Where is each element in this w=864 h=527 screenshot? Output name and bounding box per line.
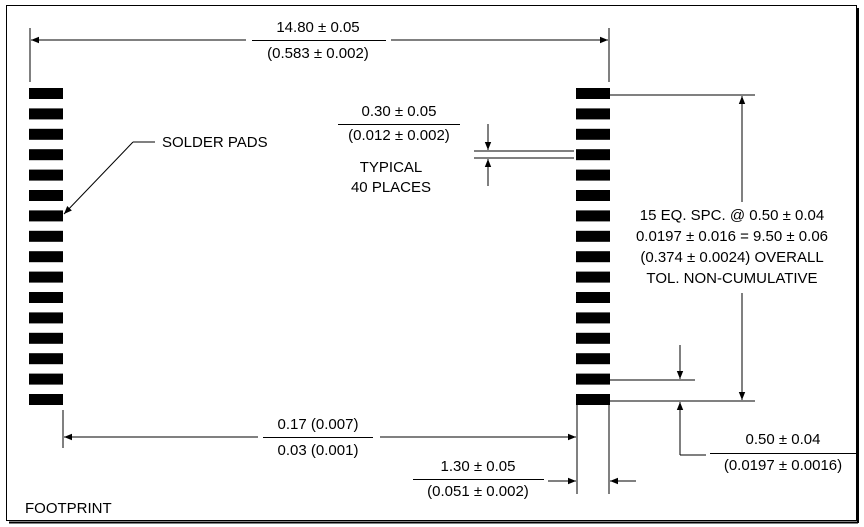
spacing-note-line-2: 0.0197 ± 0.016 = 9.50 ± 0.06	[636, 228, 828, 245]
inner-span-dimension: 0.17 (0.007) 0.03 (0.001)	[62, 410, 576, 459]
overall-width-mm: 14.80 ± 0.05	[276, 19, 359, 36]
solder-pad-left	[29, 149, 63, 161]
solder-pad-left	[29, 292, 63, 303]
solder-pad-left	[29, 332, 63, 344]
pad-width-in: (0.012 ± 0.002)	[348, 127, 450, 144]
solder-pad-left	[29, 271, 63, 283]
pad-length-in: (0.051 ± 0.002)	[427, 483, 529, 500]
places-label: 40 PLACES	[351, 179, 431, 196]
solder-pad-left	[29, 128, 63, 140]
pad-length-dimension: 1.30 ± 0.05 (0.051 ± 0.002)	[413, 402, 636, 500]
spacing-note-line-3: (0.374 ± 0.0024) OVERALL	[640, 249, 823, 266]
solder-pad-right	[576, 394, 610, 405]
solder-pad-left	[29, 108, 63, 120]
overall-width-dimension: 14.80 ± 0.05 (0.583 ± 0.002)	[29, 19, 610, 82]
solder-pad-right	[576, 332, 610, 344]
solder-pad-right	[576, 353, 610, 365]
inner-span-max: 0.17 (0.007)	[278, 416, 359, 433]
solder-pad-left	[29, 251, 63, 263]
spacing-note-line-1: 15 EQ. SPC. @ 0.50 ± 0.04	[640, 207, 824, 224]
footprint-label: FOOTPRINT	[25, 500, 112, 517]
drawing-frame	[6, 5, 857, 521]
solder-pad-right	[576, 210, 610, 222]
pad-spacing-dimension: 15 EQ. SPC. @ 0.50 ± 0.04 0.0197 ± 0.016…	[590, 94, 828, 402]
solder-pad-right	[576, 169, 610, 181]
pad-length-mm: 1.30 ± 0.05	[441, 458, 516, 475]
solder-pad-right	[576, 149, 610, 161]
solder-pad-right	[576, 190, 610, 201]
solder-pad-right	[576, 373, 610, 385]
solder-pads-label: SOLDER PADS	[162, 134, 268, 151]
solder-pads-callout: SOLDER PADS	[63, 134, 268, 215]
inner-span-min: 0.03 (0.001)	[278, 442, 359, 459]
left-pad-column	[29, 88, 63, 405]
solder-pad-left	[29, 88, 63, 99]
typical-label: TYPICAL	[360, 159, 423, 176]
pitch-mm: 0.50 ± 0.04	[746, 431, 821, 448]
solder-pad-left	[29, 169, 63, 181]
solder-pad-left	[29, 210, 63, 222]
solder-pad-left	[29, 353, 63, 365]
pitch-dimension: 0.50 ± 0.04 (0.0197 ± 0.0016)	[590, 345, 856, 474]
solder-pad-right	[576, 128, 610, 140]
solder-pad-right	[576, 251, 610, 263]
solder-pad-left	[29, 373, 63, 385]
solder-pad-right	[576, 271, 610, 283]
pad-width-mm: 0.30 ± 0.05	[362, 103, 437, 120]
solder-pad-left	[29, 394, 63, 405]
solder-pad-left	[29, 190, 63, 201]
solder-pad-left	[29, 312, 63, 324]
spacing-note-line-4: TOL. NON-CUMULATIVE	[646, 270, 817, 287]
pitch-in: (0.0197 ± 0.0016)	[724, 457, 842, 474]
leader-arrow	[63, 141, 134, 215]
solder-pad-right	[576, 108, 610, 120]
solder-pad-right	[576, 312, 610, 324]
solder-pad-right	[576, 230, 610, 242]
solder-pad-left	[29, 230, 63, 242]
solder-pad-right	[576, 88, 610, 99]
overall-width-in: (0.583 ± 0.002)	[267, 45, 369, 62]
pad-width-dimension: 0.30 ± 0.05 (0.012 ± 0.002) TYPICAL 40 P…	[338, 103, 574, 196]
right-pad-column	[576, 88, 610, 405]
solder-pad-right	[576, 292, 610, 303]
